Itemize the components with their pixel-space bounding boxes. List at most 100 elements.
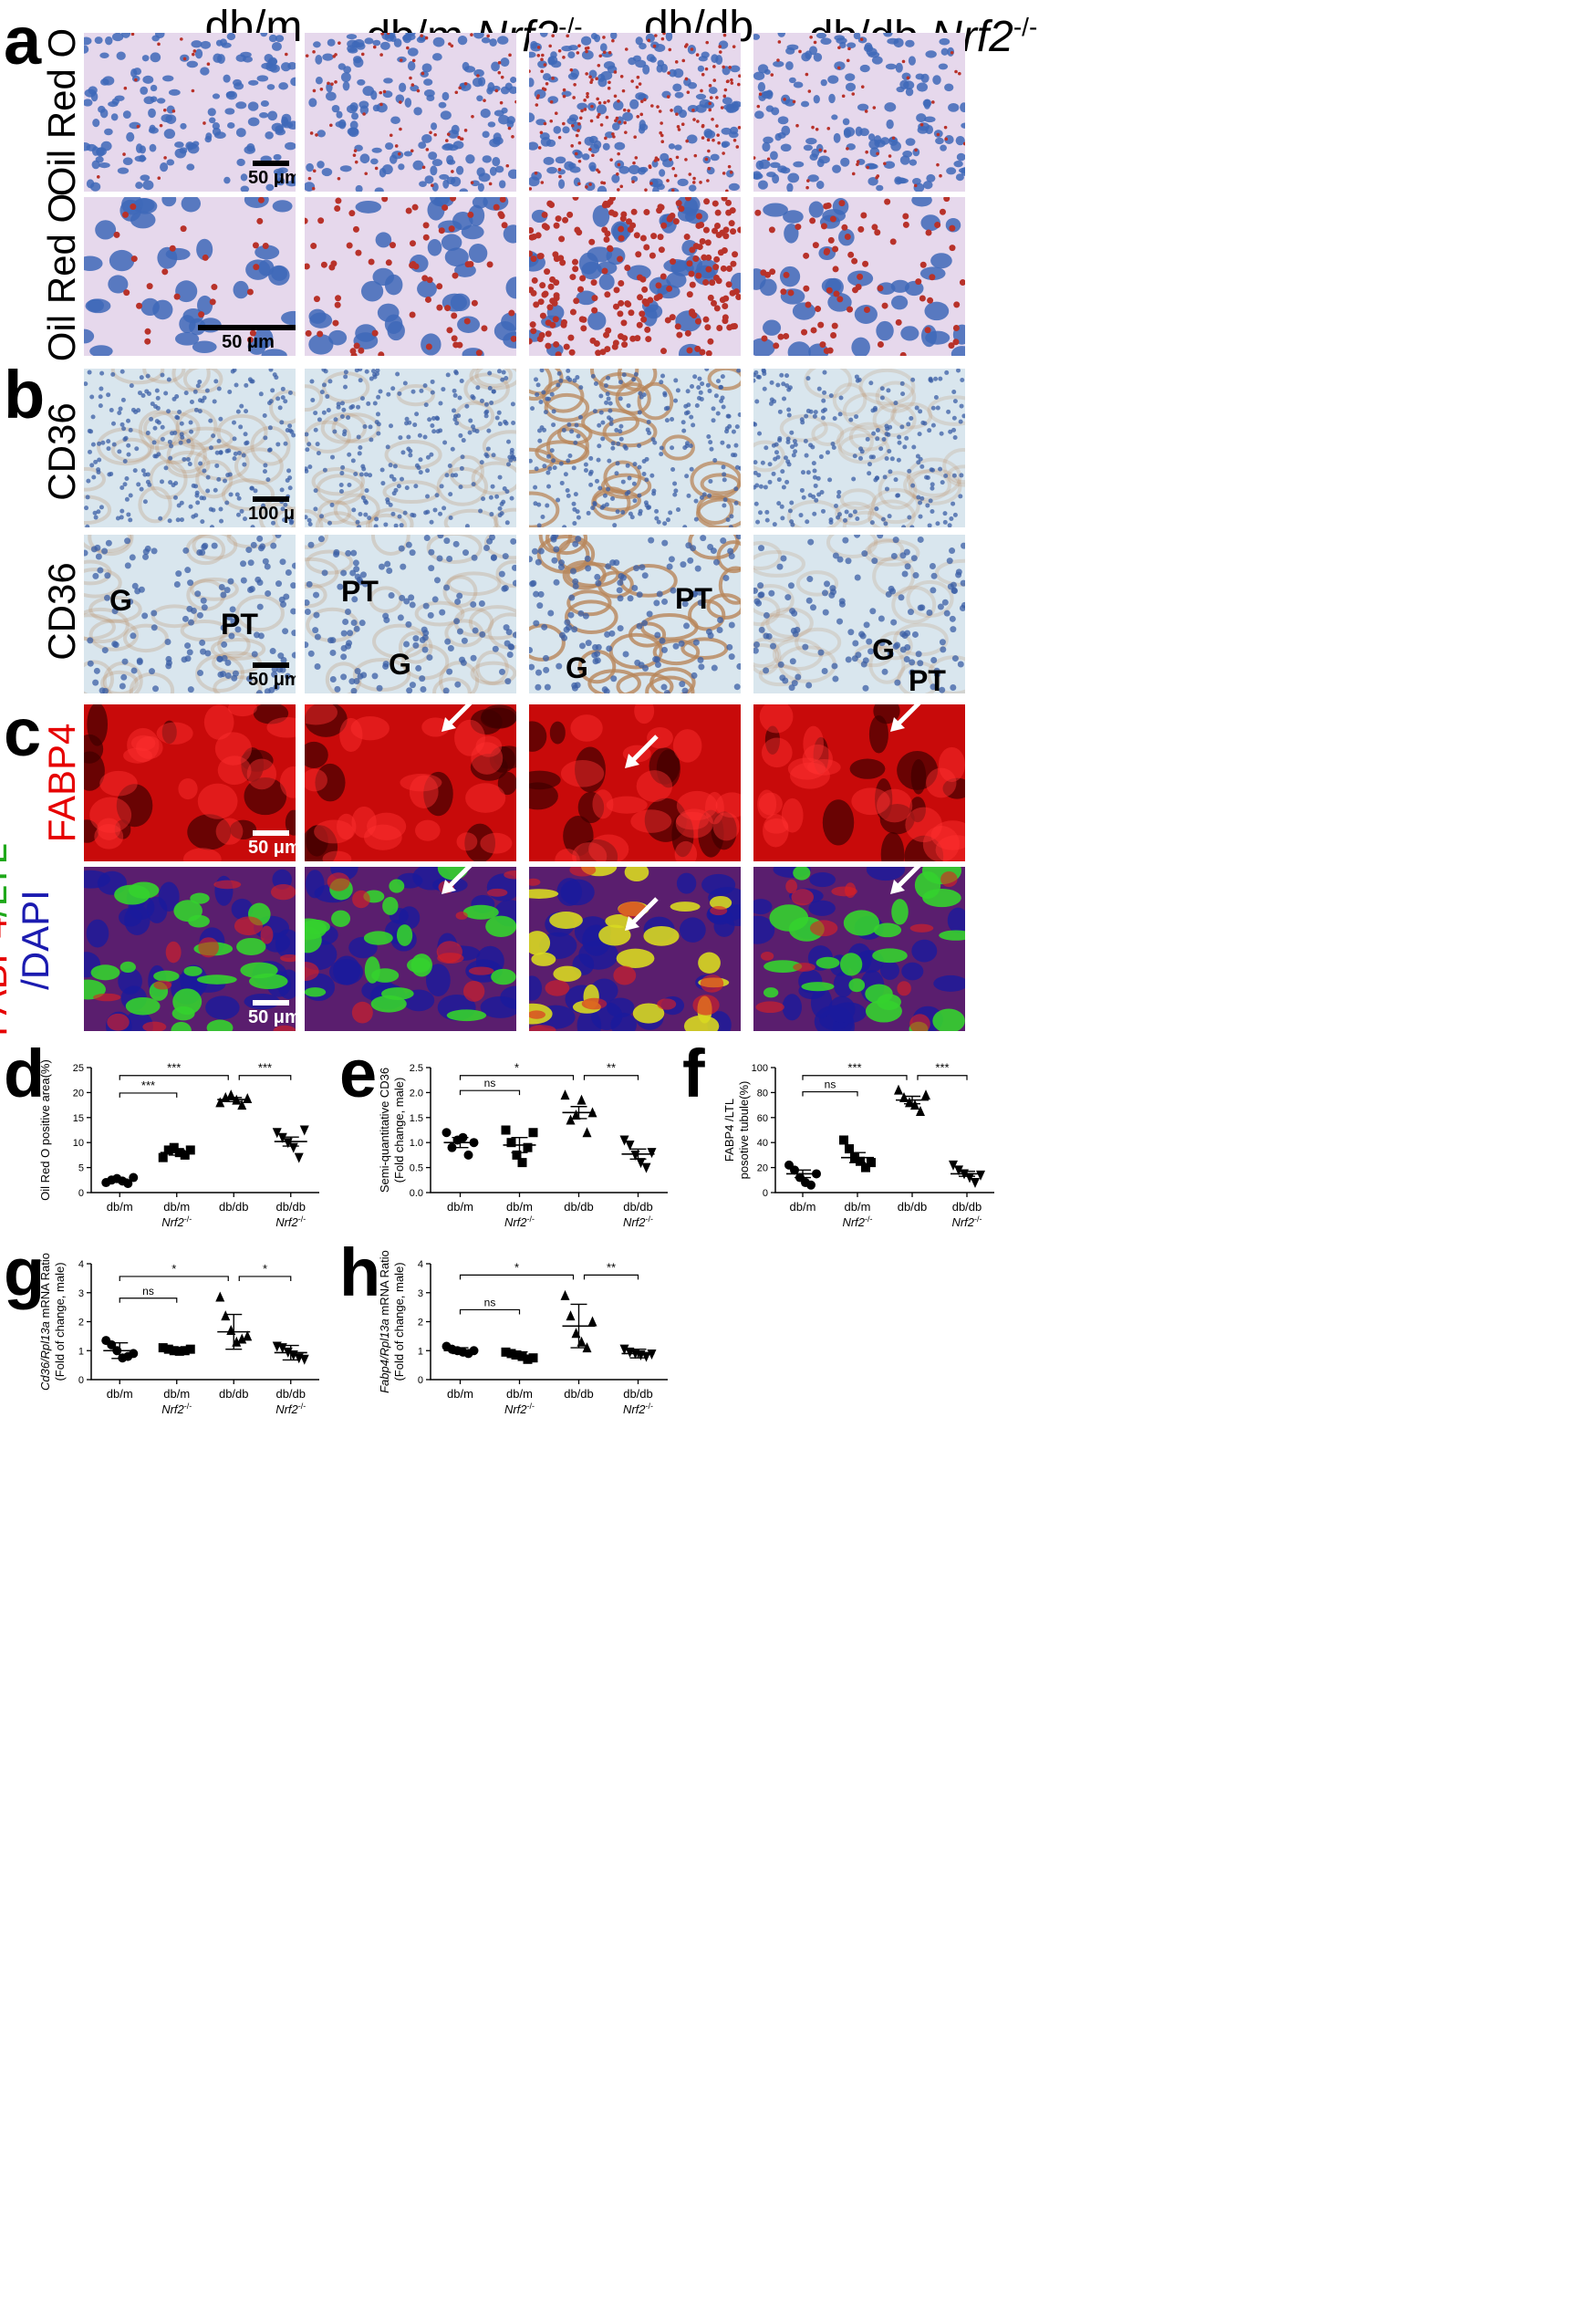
data-point: [512, 1150, 522, 1160]
x-tick-label: db/db: [952, 1200, 982, 1214]
arrow-icon: [625, 897, 659, 931]
significance-bracket: [119, 1297, 178, 1303]
micrograph-oil-r0-c3: [753, 33, 965, 192]
region-label-pt: PT: [675, 582, 712, 615]
y-axis-label-2: posotive tubule(%): [737, 1081, 751, 1180]
error-bar: [629, 1348, 647, 1359]
x-tick-label: db/db: [275, 1387, 306, 1401]
scale-bar: 50 μm: [248, 161, 296, 189]
error-bar: [452, 1137, 469, 1149]
data-point: [294, 1152, 304, 1163]
axes: [90, 1264, 319, 1381]
significance-label: ***: [141, 1079, 155, 1092]
scale-bar-label: 50 μm: [222, 332, 275, 352]
data-point: [237, 1099, 247, 1110]
significance-label: ***: [935, 1061, 949, 1075]
y-tick-label: 3: [418, 1288, 423, 1299]
x-tick-label: db/m: [163, 1200, 190, 1214]
y-tick-label: 40: [757, 1138, 768, 1149]
chart-g: Cd36/Rpl13a mRNA Ratio (Fold of change, m…: [38, 1253, 319, 1416]
significance-bracket: [459, 1274, 575, 1280]
data-point: [523, 1142, 533, 1152]
significance-label: **: [607, 1061, 616, 1075]
micrograph-oil-r1-c0: 50 μm: [84, 197, 296, 356]
data-point: [560, 1289, 570, 1300]
micrograph-oil-r0-c1: [305, 33, 516, 192]
x-tick-label: db/m: [447, 1387, 473, 1401]
significance-label: ***: [847, 1061, 861, 1075]
row-label-merge: FABP4/LTL /DAPI: [0, 785, 64, 1095]
merge-label-line2: /DAPI: [14, 890, 57, 990]
data-point: [954, 1165, 963, 1176]
data-point: [916, 1105, 925, 1116]
micrograph-fabp4-r4-c1: [305, 704, 516, 861]
scale-bar-line: [253, 830, 289, 836]
y-tick-label: 4: [78, 1259, 84, 1270]
significance-label: ns: [484, 1077, 496, 1089]
region-label-g: G: [566, 651, 588, 684]
y-tick-label: 2: [418, 1318, 423, 1329]
micrograph-image: [529, 867, 741, 1031]
data-point: [501, 1347, 511, 1357]
data-point: [560, 1089, 570, 1100]
significance-bracket: [802, 1075, 908, 1080]
x-tick-label-genotype: Nrf2-/-: [275, 1214, 306, 1229]
y-tick-label: 0: [78, 1188, 84, 1199]
error-bar: [225, 1097, 243, 1102]
x-tick-label: db/db: [219, 1387, 249, 1401]
panel-letter-d: d: [4, 1036, 46, 1111]
arrow-icon: [441, 704, 473, 732]
micrograph-cd36-r2-c3: [753, 369, 965, 527]
significance-bracket: [583, 1075, 639, 1080]
error-bar: [849, 1152, 866, 1163]
data-point: [619, 1344, 629, 1355]
data-point: [506, 1138, 516, 1148]
data-point: [215, 1097, 225, 1108]
panel-letter-g: g: [4, 1235, 46, 1310]
micrograph-oil-r1-c3: [753, 197, 965, 356]
y-axis-label-2: (Fold change, male): [392, 1078, 406, 1183]
significance-label: *: [514, 1061, 519, 1075]
panel-letter-b: b: [4, 357, 46, 432]
micrograph-merge-r5-c1: [305, 867, 516, 1031]
significance-bracket: [802, 1090, 858, 1097]
region-label-pt: PT: [341, 575, 379, 608]
data-point: [185, 1145, 195, 1155]
micrograph-oil-r0-c0: 50 μm: [84, 33, 296, 192]
y-tick-label: 0: [418, 1375, 423, 1386]
micrograph-image: [753, 369, 965, 527]
data-point: [299, 1125, 309, 1136]
micrograph-fabp4-r4-c2: [529, 704, 741, 861]
data-point: [463, 1150, 473, 1160]
micrograph-image: [753, 33, 965, 192]
significance-bracket: [583, 1274, 639, 1280]
x-tick-label: db/db: [623, 1200, 653, 1214]
chart-d: Oil Red O positive area(%) 0 5 10 15 20 25 db/m…: [38, 1059, 319, 1229]
data-point: [582, 1127, 592, 1138]
micrograph-fabp4-r4-c0: 50 μm: [84, 704, 296, 861]
error-bar: [282, 1344, 299, 1361]
micrograph-image: [305, 867, 516, 1031]
panel-letter-f: f: [682, 1036, 705, 1111]
merge-label-line1: FABP4/LTL: [0, 843, 15, 1037]
panel-letter-c: c: [4, 694, 42, 770]
data-point: [949, 1160, 958, 1171]
region-label-g: G: [109, 584, 132, 617]
micrograph-image: [84, 704, 296, 861]
x-tick-label-genotype: Nrf2-/-: [842, 1214, 872, 1229]
x-tick-label: db/db: [275, 1200, 306, 1214]
micrograph-merge-r5-c2: [529, 867, 741, 1031]
y-tick-label: 1: [418, 1346, 423, 1357]
y-tick-label: 10: [73, 1138, 84, 1149]
y-tick-label: 15: [73, 1113, 84, 1124]
y-tick-label: 2.0: [410, 1088, 423, 1099]
arrow-icon: [441, 867, 473, 894]
scale-bar-line: [253, 1000, 289, 1006]
significance-label: ns: [142, 1285, 154, 1297]
micrograph-image: [529, 535, 741, 693]
scale-bar-line: [253, 161, 289, 166]
data-point: [215, 1291, 225, 1302]
data-point: [921, 1089, 930, 1100]
data-point: [971, 1178, 980, 1189]
data-point: [272, 1128, 282, 1139]
